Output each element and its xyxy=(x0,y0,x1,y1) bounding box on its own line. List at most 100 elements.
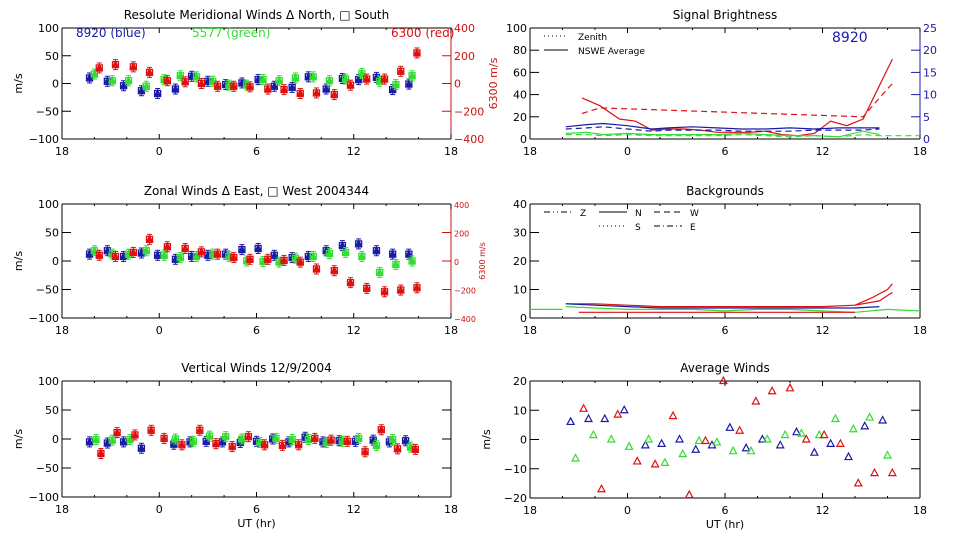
triangle-marker xyxy=(176,253,185,261)
triangle-marker xyxy=(197,247,206,255)
y-tick-label: 50 xyxy=(45,227,59,240)
chart-title: Average Winds xyxy=(680,361,770,375)
data-point-red xyxy=(246,81,254,93)
triangle-marker xyxy=(309,72,318,80)
data-point-red xyxy=(346,79,355,91)
triangle-marker xyxy=(119,81,128,89)
x-tick-label: 18 xyxy=(523,324,537,337)
triangle-marker xyxy=(405,79,413,87)
data-point-red xyxy=(393,443,402,455)
triangle-marker xyxy=(171,84,180,92)
data-point-red xyxy=(213,248,222,260)
triangle-marker xyxy=(294,440,303,448)
data-point-red xyxy=(246,253,254,265)
data-point-green xyxy=(570,453,581,462)
triangle-marker xyxy=(408,71,416,79)
data-point-green xyxy=(309,71,318,83)
triangle-marker xyxy=(129,62,138,70)
data-point-red xyxy=(396,284,405,296)
triangle-marker xyxy=(358,251,366,259)
data-point-red xyxy=(613,409,623,418)
data-point-green xyxy=(325,248,334,260)
y2-tick-label: 400 xyxy=(454,22,475,35)
data-point-red xyxy=(396,65,405,77)
data-point-green xyxy=(208,75,217,87)
x-tick-label: 6 xyxy=(722,504,729,517)
data-point-green xyxy=(325,75,334,87)
data-point-green xyxy=(372,439,381,451)
y-axis-label: m/s xyxy=(480,429,493,449)
triangle-marker xyxy=(288,435,297,443)
triangle-marker xyxy=(229,253,238,261)
data-point-green xyxy=(746,445,756,455)
y-tick-label: 100 xyxy=(506,22,527,35)
x-tick-label: 18 xyxy=(913,324,927,337)
data-point-blue xyxy=(619,404,629,414)
data-point-red xyxy=(411,443,420,455)
x-tick-label: 12 xyxy=(816,324,830,337)
triangle-marker xyxy=(327,435,335,443)
data-point-red xyxy=(869,467,880,477)
data-point-green xyxy=(588,429,598,439)
triangle-marker xyxy=(270,250,279,258)
data-point-green xyxy=(176,252,185,264)
data-point-green xyxy=(762,434,772,443)
data-point-green xyxy=(392,258,400,270)
triangle-marker xyxy=(392,80,400,88)
triangle-marker xyxy=(354,239,363,247)
chart-title: Signal Brightness xyxy=(673,8,778,22)
y2-tick-label: −200 xyxy=(454,287,476,296)
y2-tick-label: 0 xyxy=(923,133,930,146)
data-point-blue xyxy=(354,238,363,250)
triangle-marker xyxy=(362,74,371,82)
data-point-green xyxy=(830,413,841,423)
triangle-marker xyxy=(246,254,254,262)
data-point-red xyxy=(330,265,339,277)
triangle-marker xyxy=(325,76,334,84)
y2-tick-label: 20 xyxy=(923,44,937,57)
triangle-marker xyxy=(181,243,190,251)
data-point-red xyxy=(280,254,288,266)
y-tick-label: 30 xyxy=(513,227,527,240)
legend-label: Z xyxy=(580,209,586,219)
triangle-marker xyxy=(413,48,421,56)
data-point-green xyxy=(358,68,366,80)
data-point-green xyxy=(142,80,151,92)
data-point-red xyxy=(264,83,272,95)
triangle-marker xyxy=(388,435,397,443)
y-tick-label: −100 xyxy=(29,312,59,325)
data-point-red xyxy=(145,66,154,78)
triangle-marker xyxy=(278,440,287,448)
triangle-marker xyxy=(275,76,284,84)
data-point-red xyxy=(160,432,168,444)
data-point-green xyxy=(275,75,284,87)
triangle-marker xyxy=(388,249,397,257)
y-tick-label: −100 xyxy=(29,491,59,504)
data-point-red xyxy=(579,403,589,412)
triangle-marker xyxy=(246,82,254,90)
y-tick-label: −50 xyxy=(36,284,59,297)
data-point-red xyxy=(163,241,172,253)
legend-label: N xyxy=(635,209,642,219)
data-point-green xyxy=(882,450,893,459)
data-point-red xyxy=(380,73,389,85)
data-point-red xyxy=(280,84,288,96)
data-point-red xyxy=(229,252,238,264)
triangle-marker xyxy=(341,247,350,255)
triangle-marker xyxy=(411,444,420,452)
data-point-red xyxy=(312,263,321,275)
triangle-marker xyxy=(405,249,413,257)
y-tick-label: −50 xyxy=(36,105,59,118)
triangle-marker xyxy=(124,76,133,84)
triangle-marker xyxy=(264,254,272,262)
data-point-blue xyxy=(85,436,94,448)
x-axis-label: UT (hr) xyxy=(706,518,744,531)
triangle-marker xyxy=(229,81,238,89)
data-point-green xyxy=(865,412,875,421)
data-point-blue xyxy=(254,242,262,254)
triangle-marker xyxy=(330,90,339,98)
data-point-red xyxy=(650,459,660,468)
data-point-green xyxy=(304,434,313,446)
x-tick-label: 6 xyxy=(253,503,260,516)
